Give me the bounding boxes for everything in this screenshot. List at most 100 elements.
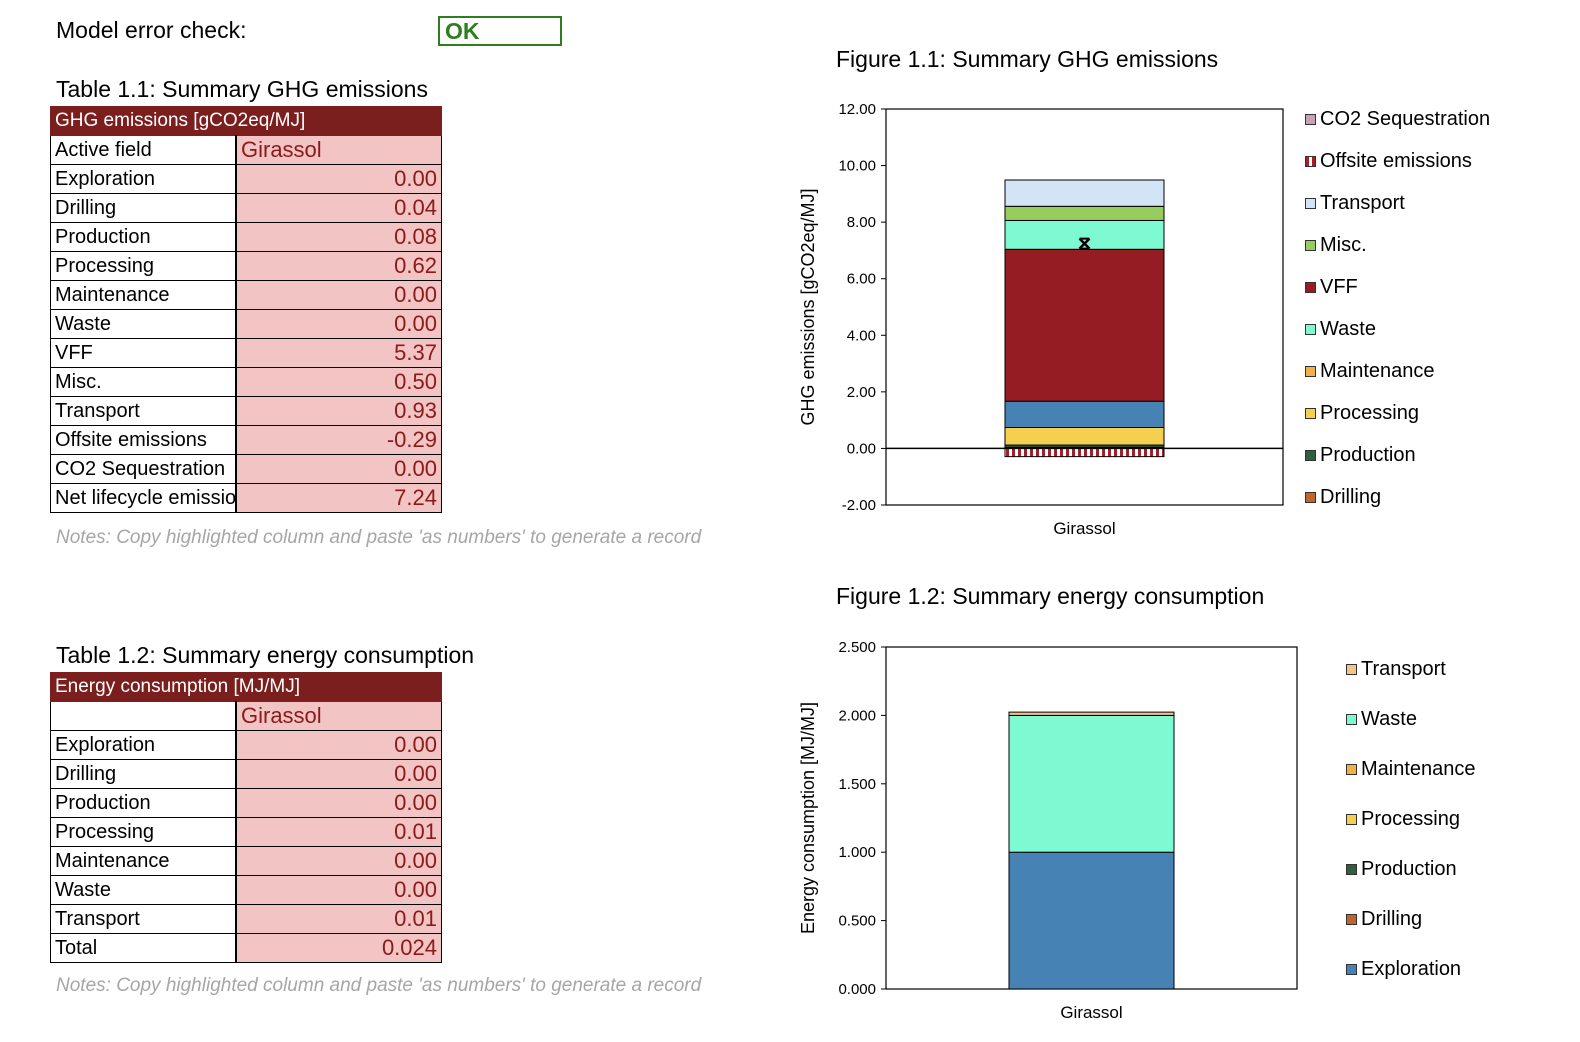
legend-item-co2-sequestration: CO2 Sequestration bbox=[1305, 108, 1490, 131]
bar-segment-vff bbox=[1004, 248, 1165, 402]
bar-segment-exploration bbox=[1004, 400, 1165, 428]
y-tick-label: 0.000 bbox=[838, 981, 876, 998]
table2-title: Table 1.2: Summary energy consumption bbox=[56, 642, 475, 668]
legend-label: Transport bbox=[1361, 658, 1446, 680]
y-tick-label: -2.00 bbox=[842, 497, 876, 514]
table1-header: GHG emissions [gCO2eq/MJ] bbox=[50, 106, 442, 136]
y-tick-label: 2.00 bbox=[847, 384, 876, 401]
legend-label: CO2 Sequestration bbox=[1320, 108, 1491, 130]
legend-item-offsite-emissions: Offsite emissions bbox=[1305, 150, 1472, 173]
row-value[interactable]: 7.24 bbox=[235, 483, 442, 513]
bar-segment-transport bbox=[1008, 711, 1175, 716]
row-value[interactable]: -0.29 bbox=[235, 425, 442, 455]
legend-swatch bbox=[1346, 964, 1357, 975]
legend-item-production: Production bbox=[1346, 858, 1457, 881]
table-row: CO2 Sequestration 0.00 bbox=[50, 454, 442, 484]
legend-swatch bbox=[1305, 282, 1316, 293]
table-row: Transport 0.93 bbox=[50, 396, 442, 426]
row-label: Exploration bbox=[50, 164, 237, 194]
legend-swatch bbox=[1305, 156, 1316, 167]
legend-label: Waste bbox=[1320, 318, 1376, 340]
legend-swatch bbox=[1346, 764, 1357, 775]
row-value[interactable]: 0.00 bbox=[235, 846, 442, 876]
row-value[interactable]: 0.04 bbox=[235, 193, 442, 223]
row-value[interactable]: 0.08 bbox=[235, 222, 442, 252]
y-axis-label: GHG emissions [gCO2eq/MJ] bbox=[798, 188, 818, 425]
legend-swatch bbox=[1305, 408, 1316, 419]
legend-swatch bbox=[1305, 114, 1316, 125]
energy-consumption-table: Energy consumption [MJ/MJ] Girassol Expl… bbox=[50, 672, 442, 963]
legend-swatch bbox=[1346, 814, 1357, 825]
row-label: Processing bbox=[50, 817, 237, 847]
y-tick-label: 0.00 bbox=[847, 440, 876, 457]
legend-label: Offsite emissions bbox=[1320, 150, 1472, 172]
row-value[interactable]: 0.01 bbox=[235, 817, 442, 847]
legend-item-waste: Waste bbox=[1346, 708, 1417, 731]
legend-label: Transport bbox=[1320, 192, 1405, 214]
x-category-label: Girassol bbox=[1053, 519, 1115, 538]
legend-label: Drilling bbox=[1361, 908, 1423, 930]
legend-item-drilling: Drilling bbox=[1305, 486, 1381, 509]
row-value[interactable]: 0.024 bbox=[235, 933, 442, 963]
legend-item-exploration: Exploration bbox=[1346, 958, 1461, 981]
bar-segment-processing bbox=[1004, 426, 1165, 446]
row-value[interactable]: 0.00 bbox=[235, 730, 442, 760]
y-tick-label: 2.000 bbox=[838, 707, 876, 724]
row-value[interactable]: 0.00 bbox=[235, 164, 442, 194]
net-emissions-marker bbox=[1078, 237, 1091, 250]
row-value[interactable]: 0.00 bbox=[235, 875, 442, 905]
legend-label: Processing bbox=[1320, 402, 1419, 424]
y-tick-label: 1.000 bbox=[838, 844, 876, 861]
row-value[interactable]: 0.00 bbox=[235, 759, 442, 789]
row-value[interactable]: 0.62 bbox=[235, 251, 442, 281]
row-value[interactable]: 0.00 bbox=[235, 309, 442, 339]
table-row: Offsite emissions -0.29 bbox=[50, 425, 442, 455]
table1-title: Table 1.1: Summary GHG emissions bbox=[56, 76, 428, 102]
table-row: Exploration 0.00 bbox=[50, 164, 442, 194]
table-row: Drilling 0.00 bbox=[50, 759, 442, 789]
legend-swatch bbox=[1305, 366, 1316, 377]
row-label: Processing bbox=[50, 251, 237, 281]
legend-swatch bbox=[1346, 914, 1357, 925]
table-row: Production 0.08 bbox=[50, 222, 442, 252]
table2-header: Energy consumption [MJ/MJ] bbox=[50, 672, 442, 702]
legend-label: VFF bbox=[1320, 276, 1358, 298]
bar-segment-waste bbox=[1008, 714, 1175, 853]
row-value[interactable]: 0.00 bbox=[235, 280, 442, 310]
row-value[interactable]: 0.93 bbox=[235, 396, 442, 426]
legend-item-processing: Processing bbox=[1305, 402, 1419, 425]
row-value[interactable]: 0.50 bbox=[235, 367, 442, 397]
table1-field-value[interactable]: Girassol bbox=[235, 135, 442, 165]
bar-segment-offsite-emissions bbox=[1004, 447, 1165, 458]
table1-note: Notes: Copy highlighted column and paste… bbox=[56, 527, 702, 548]
row-label: CO2 Sequestration bbox=[50, 454, 237, 484]
table-row: Transport 0.01 bbox=[50, 904, 442, 934]
row-value[interactable]: 0.00 bbox=[235, 788, 442, 818]
ghg-emissions-chart: -2.00 0.00 2.00 4.00 6.00 8.00 10.00 12.00 Giras… bbox=[798, 101, 1284, 538]
y-tick-label: 6.00 bbox=[847, 271, 876, 288]
row-label: Misc. bbox=[50, 367, 237, 397]
row-label: Exploration bbox=[50, 730, 237, 760]
row-value[interactable]: 0.01 bbox=[235, 904, 442, 934]
table2-field-value[interactable]: Girassol bbox=[235, 701, 442, 731]
legend-item-waste: Waste bbox=[1305, 318, 1376, 341]
x-category-label: Girassol bbox=[1060, 1003, 1122, 1022]
legend-swatch bbox=[1305, 240, 1316, 251]
legend-item-misc: Misc. bbox=[1305, 234, 1367, 257]
table-row: Production 0.00 bbox=[50, 788, 442, 818]
row-label: Drilling bbox=[50, 759, 237, 789]
legend-swatch bbox=[1346, 664, 1357, 675]
row-label: Drilling bbox=[50, 193, 237, 223]
legend-item-maintenance: Maintenance bbox=[1305, 360, 1435, 383]
table-row: Exploration 0.00 bbox=[50, 730, 442, 760]
y-tick-label: 2.500 bbox=[838, 639, 876, 656]
row-label: Transport bbox=[50, 904, 237, 934]
figure2-legend: Transport Waste Maintenance Processing Produ… bbox=[1346, 658, 1576, 988]
row-value[interactable]: 5.37 bbox=[235, 338, 442, 368]
legend-item-processing: Processing bbox=[1346, 808, 1460, 831]
legend-item-vff: VFF bbox=[1305, 276, 1358, 299]
legend-label: Maintenance bbox=[1320, 360, 1435, 382]
legend-swatch bbox=[1346, 864, 1357, 875]
row-value[interactable]: 0.00 bbox=[235, 454, 442, 484]
legend-label: Misc. bbox=[1320, 234, 1367, 256]
